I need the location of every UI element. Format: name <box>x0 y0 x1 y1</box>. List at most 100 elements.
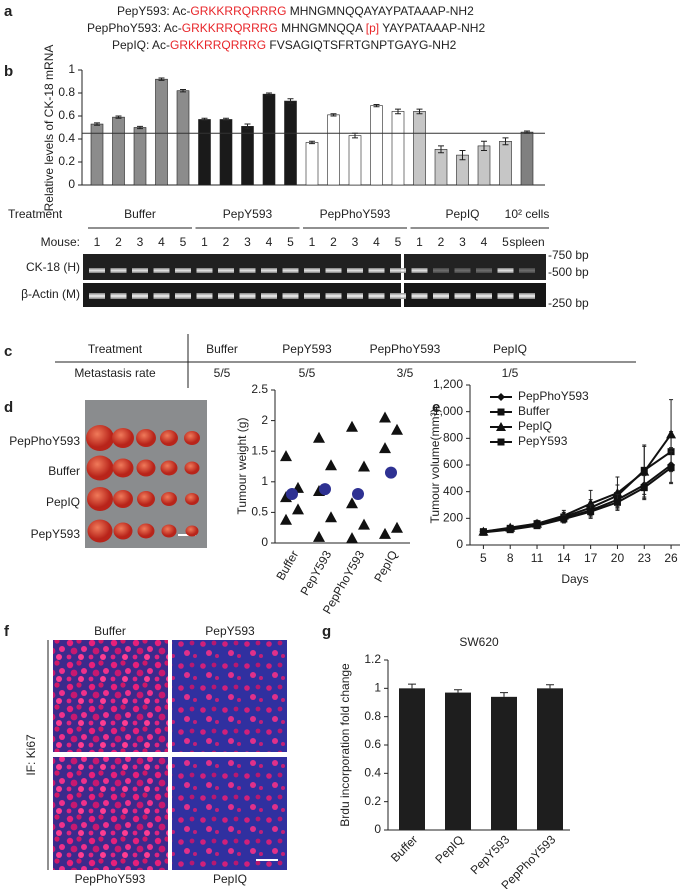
y-tick-label: 0 <box>456 537 463 551</box>
point <box>313 431 325 443</box>
gel-band <box>132 268 148 273</box>
gel-band <box>153 293 170 299</box>
point <box>346 532 358 544</box>
point <box>379 411 391 423</box>
gel-row-label: CK-18 (H) <box>26 260 80 274</box>
gel-band <box>497 268 514 273</box>
x-tick-label: 23 <box>638 551 652 565</box>
gel-band <box>196 293 213 299</box>
gel-image <box>404 254 546 280</box>
gel-band <box>476 293 492 299</box>
bar <box>391 111 405 186</box>
if-label: PepY593 <box>205 624 255 638</box>
y-tick-label: 1.2 <box>364 652 381 666</box>
point <box>391 423 403 435</box>
bar <box>198 119 211 186</box>
sequence-part: PepIQ: Ac- <box>112 38 170 52</box>
gel-band <box>196 268 213 273</box>
marker <box>533 522 541 530</box>
legend-label: PepY593 <box>518 434 568 448</box>
gel-band <box>89 293 105 299</box>
marker <box>506 526 514 534</box>
line <box>483 466 672 534</box>
gel-band <box>519 293 535 299</box>
error-bar <box>502 137 509 146</box>
mouse-number: 2 <box>115 235 122 249</box>
panel-label: g <box>322 623 331 640</box>
marker <box>640 484 648 492</box>
tumour <box>136 459 156 477</box>
mouse-number: 5 <box>502 235 509 249</box>
table-cell: 5/5 <box>299 366 316 380</box>
point <box>280 491 292 503</box>
point <box>280 513 292 525</box>
y-tick-label: 0.8 <box>364 709 381 723</box>
bar <box>348 135 362 186</box>
error-bar <box>266 92 272 96</box>
tumour <box>161 524 177 538</box>
sequence: PepY593: Ac-GRKKRRQRRRG MHNGMNQQAYAYPATA… <box>117 4 474 18</box>
chart-title: SW620 <box>459 635 499 649</box>
error-bar <box>330 113 337 117</box>
y-axis-label: Tumour volume(mm³) <box>428 409 442 524</box>
point <box>346 497 358 509</box>
mouse-number: 1 <box>201 235 208 249</box>
if-label: PepIQ <box>213 872 247 886</box>
point <box>358 518 370 530</box>
gel-band <box>153 268 170 273</box>
size-marker: -250 bp <box>548 296 589 310</box>
mouse-number: 5 <box>287 235 294 249</box>
bar <box>413 111 426 186</box>
bar <box>327 114 340 186</box>
y-tick-label: 0.6 <box>364 737 381 751</box>
gel-band <box>218 268 234 273</box>
error-bar <box>481 140 487 151</box>
treatment-label: Treatment <box>8 207 63 221</box>
size-marker: -500 bp <box>548 265 589 279</box>
y-axis-label: Relative levels of CK-18 mRNA <box>42 45 56 212</box>
gel-band <box>368 268 385 273</box>
y-tick-label: 1 <box>68 62 75 76</box>
error-bar <box>94 122 100 126</box>
gel-band <box>89 268 105 273</box>
tumour <box>86 425 114 451</box>
point <box>391 521 403 533</box>
sequence-part: FVSAGIQTSFRTGNPTGAYG-NH2 <box>266 38 457 52</box>
gel-band <box>411 268 428 273</box>
tumour <box>113 490 133 508</box>
y-tick-label: 0 <box>261 535 268 549</box>
y-tick-label: 0 <box>374 822 381 836</box>
bar <box>112 116 125 186</box>
gel-band <box>218 293 234 299</box>
mouse-number: 4 <box>266 235 273 249</box>
y-tick-label: 0.5 <box>251 505 268 519</box>
bar <box>491 696 517 830</box>
sequence-part: GRKKRRQRRRG <box>190 4 286 18</box>
mouse-number: 4 <box>158 235 165 249</box>
error-bar <box>287 98 294 104</box>
bar <box>499 141 512 186</box>
tumour <box>113 522 133 540</box>
photo-row-label: PepIQ <box>46 495 80 509</box>
gel-band <box>347 293 363 299</box>
bar <box>370 105 383 186</box>
gel-band <box>132 293 148 299</box>
gel-band <box>433 268 449 273</box>
panel-label: c <box>4 343 12 360</box>
if-image <box>172 640 287 752</box>
panel-label: d <box>4 399 13 416</box>
mean <box>319 483 331 496</box>
bar <box>133 127 147 186</box>
table-header: Treatment <box>88 342 143 356</box>
sequence-part: PepPhoY593: Ac- <box>87 21 182 35</box>
point <box>358 460 370 472</box>
sequence-part: YAYPATAAAP-NH2 <box>382 21 485 35</box>
x-tick-label: 8 <box>507 551 514 565</box>
x-tick-label: 20 <box>611 551 625 565</box>
mouse-number: 3 <box>459 235 466 249</box>
bar <box>284 100 297 186</box>
gel-band <box>433 293 449 299</box>
sequence-part: GRKKRRQRRRG <box>182 21 278 35</box>
tumour <box>160 430 178 446</box>
y-tick-label: 1,200 <box>433 377 463 391</box>
